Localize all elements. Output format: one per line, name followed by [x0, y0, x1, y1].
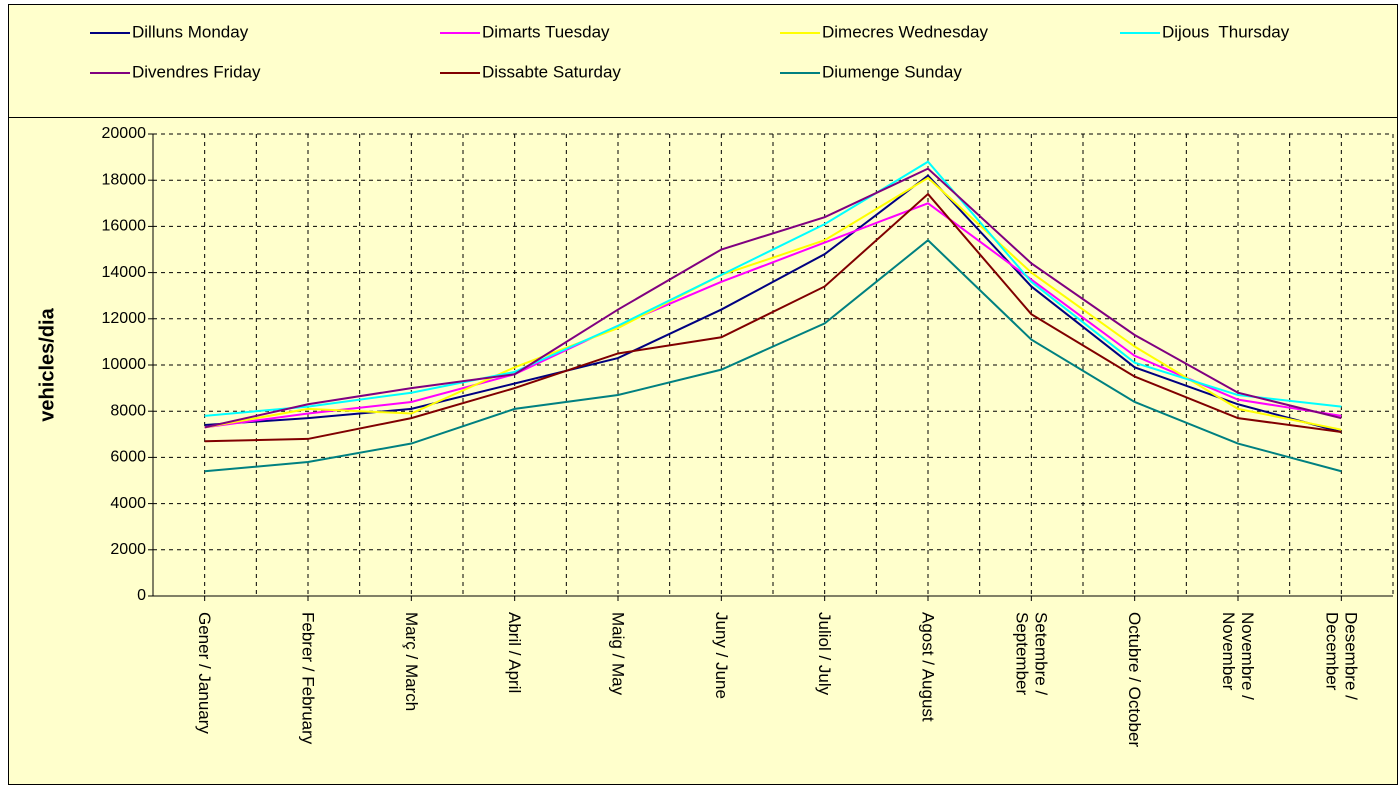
legend-label: Dilluns Monday	[132, 22, 249, 41]
y-tick-label: 8000	[110, 402, 146, 419]
x-tick-label: Abril / April	[505, 612, 525, 694]
legend-label: Dimecres Wednesday	[822, 22, 988, 41]
series-line	[204, 160, 1342, 417]
x-tick-label: Gener / January	[195, 612, 215, 734]
x-tick-label: Juliol / July	[815, 612, 835, 696]
y-tick-label: 0	[137, 587, 146, 604]
y-tick-label: 20000	[102, 125, 147, 142]
series-line	[204, 238, 1342, 473]
legend-label: Diumenge Sunday	[822, 62, 962, 81]
legend-label: Dijous Thursday	[1162, 22, 1290, 41]
legend-label: Dissabte Saturday	[482, 62, 621, 81]
y-tick-label: 4000	[110, 495, 146, 512]
x-tick-label: Novembre / November	[1219, 612, 1257, 700]
chart-frame	[8, 4, 1398, 785]
y-tick-label: 18000	[102, 171, 147, 188]
legend-label: Dimarts Tuesday	[482, 22, 610, 41]
y-tick-label: 6000	[110, 449, 146, 466]
y-tick-label: 16000	[102, 218, 147, 235]
y-tick-label: 10000	[102, 356, 147, 373]
series-line	[204, 192, 1342, 443]
series-line	[204, 174, 1342, 433]
x-tick-label: Juny / June	[711, 612, 731, 699]
y-tick-label: 14000	[102, 264, 147, 281]
series-line	[204, 167, 1342, 429]
y-axis-label: vehicles/dia	[36, 307, 58, 421]
x-tick-label: Octubre / October	[1125, 612, 1145, 748]
series-line	[204, 176, 1342, 431]
y-tick-label: 12000	[102, 310, 147, 327]
y-tick-label: 2000	[110, 541, 146, 558]
legend-label: Divendres Friday	[132, 62, 261, 81]
x-tick-label: Març / March	[401, 612, 421, 712]
series-line	[204, 202, 1342, 429]
x-tick-label: Maig / May	[608, 612, 628, 696]
x-tick-label: Setembre / September	[1012, 612, 1051, 696]
x-tick-label: Agost / August	[918, 612, 938, 722]
legend-box	[8, 4, 1398, 118]
x-tick-label: Febrer / February	[298, 612, 318, 745]
x-tick-label: Desembre / December	[1322, 612, 1361, 700]
